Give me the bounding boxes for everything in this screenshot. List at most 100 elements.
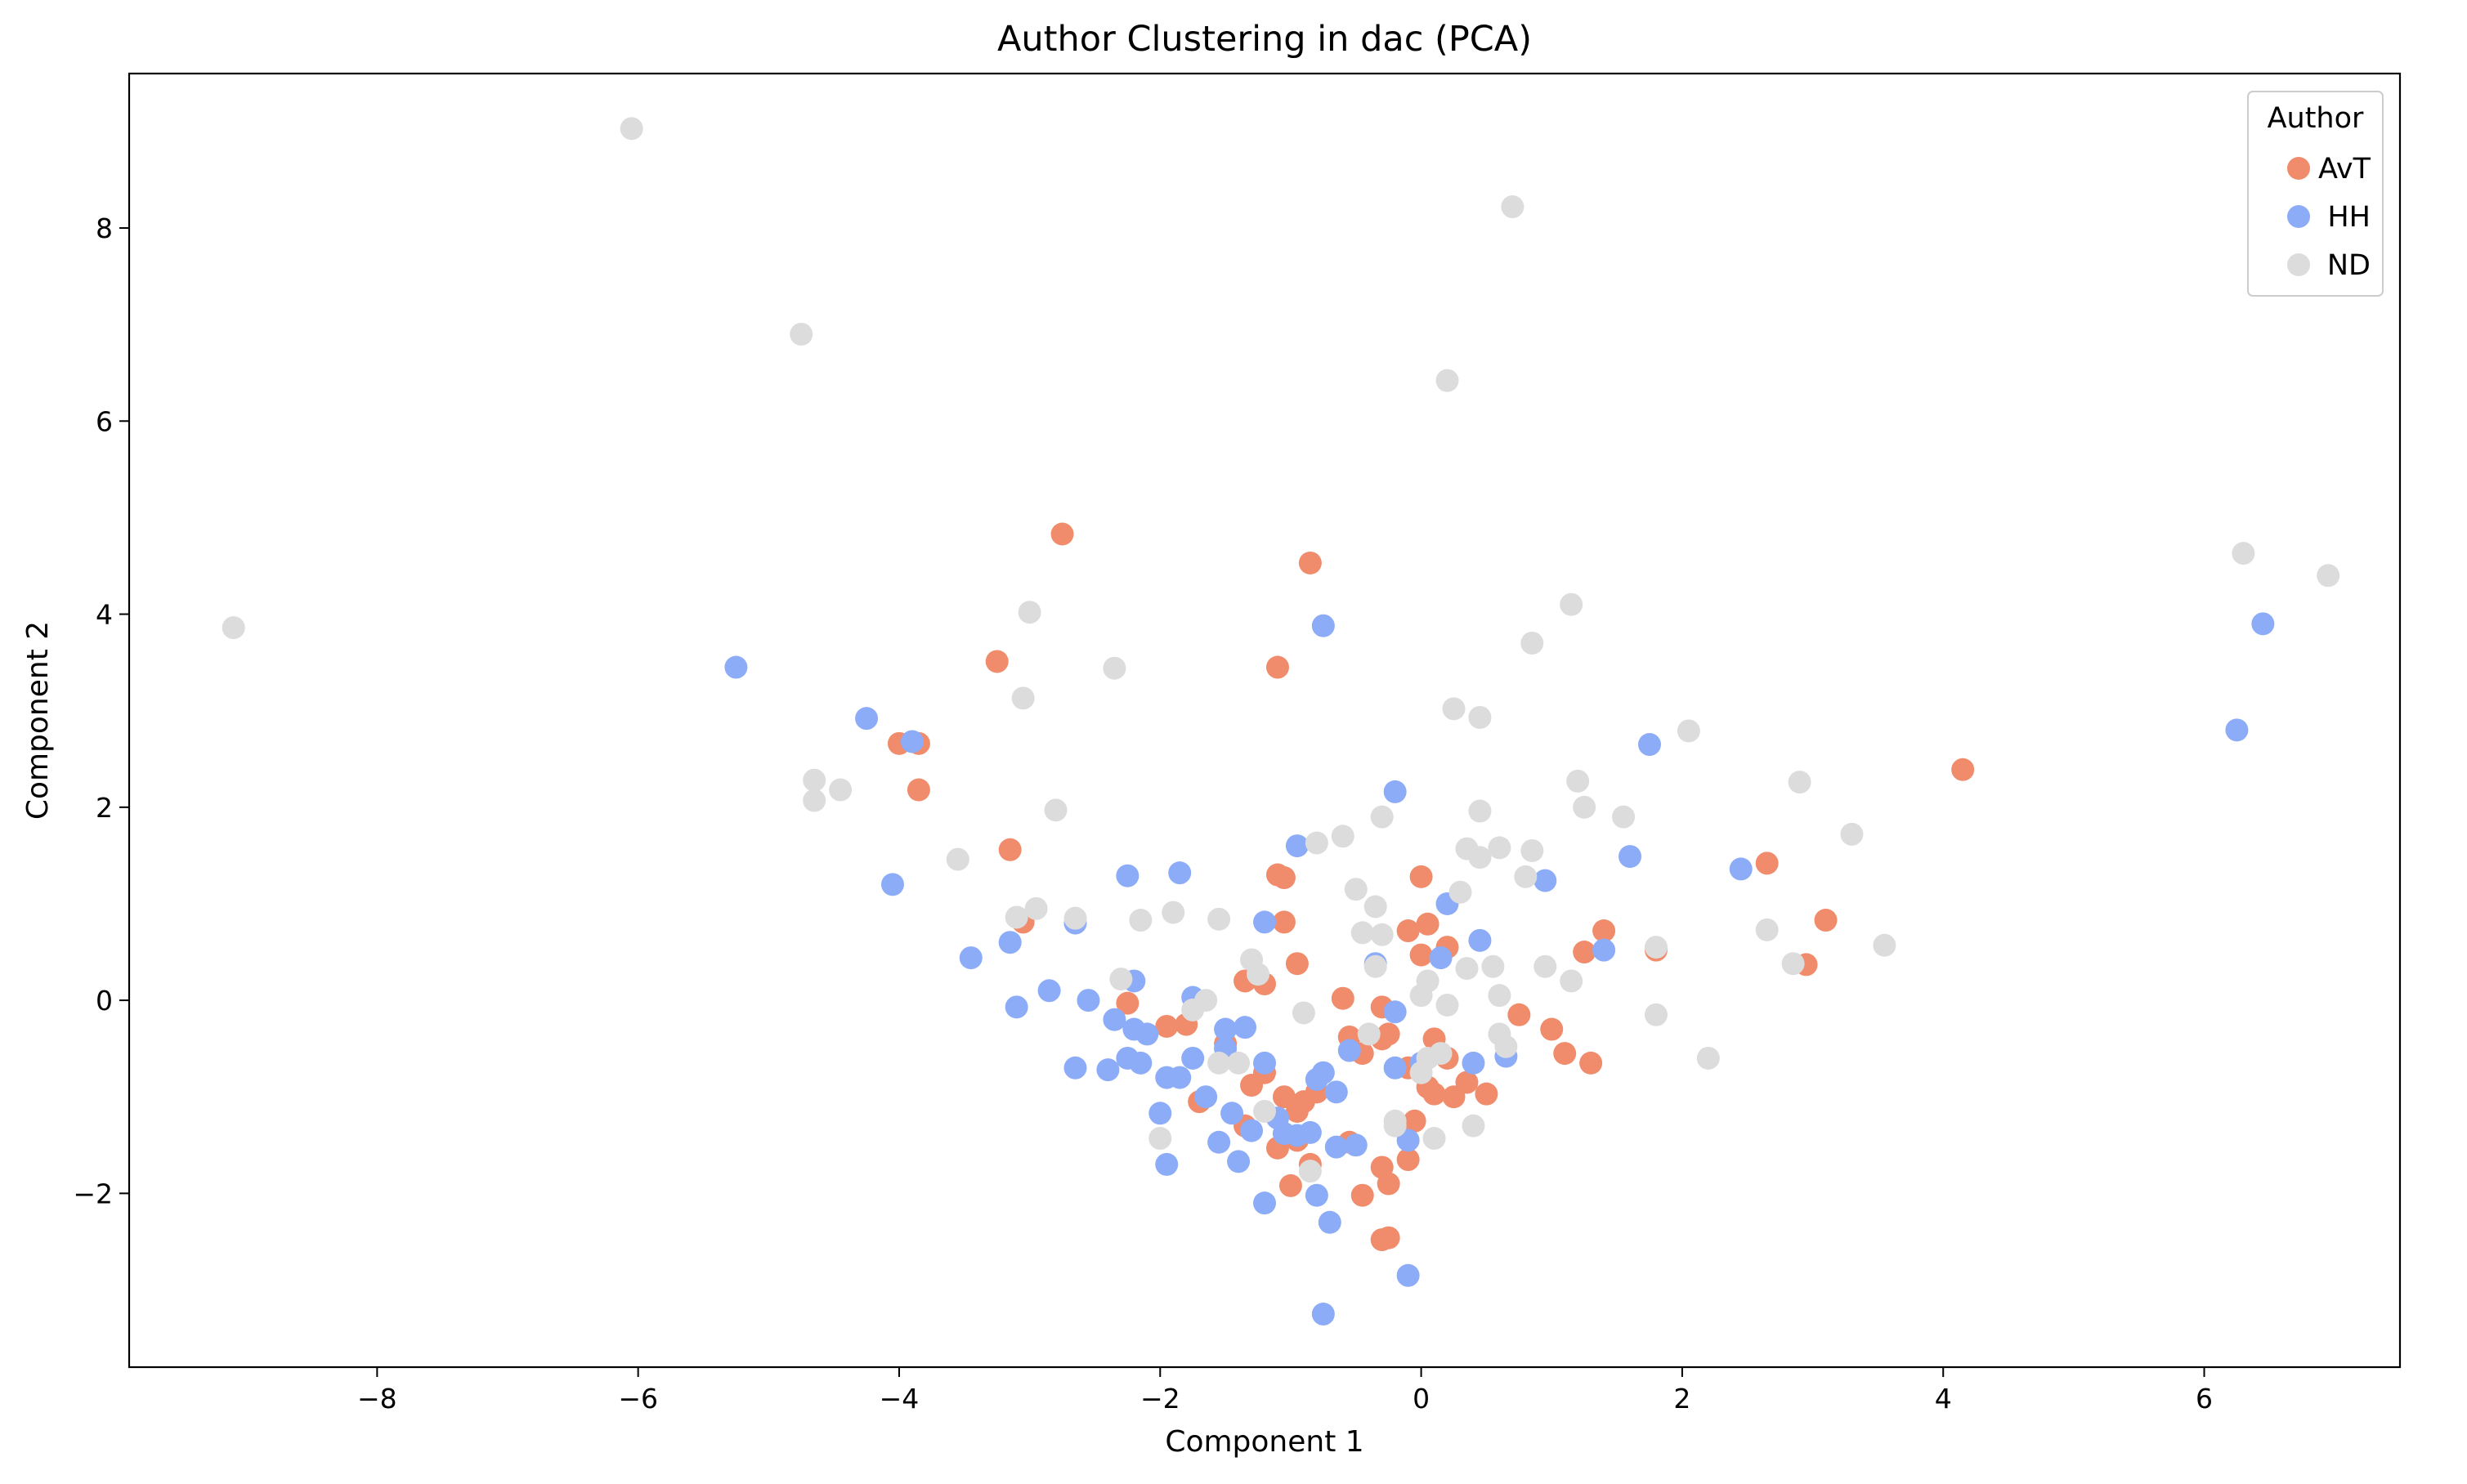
x-tick-label: 6 [2196, 1383, 2213, 1415]
y-tick-label: 2 [96, 792, 113, 824]
series-nd [222, 117, 2340, 1183]
legend-items: AvT HH ND [2287, 153, 2371, 282]
data-point [1383, 1000, 1407, 1024]
data-point [1520, 631, 1544, 655]
x-tick-label: −2 [1140, 1383, 1180, 1415]
legend-label-avt: AvT [2318, 153, 2371, 186]
data-point [1416, 912, 1439, 936]
data-point [1481, 954, 1505, 978]
data-point [1305, 1183, 1328, 1207]
data-point [1063, 906, 1087, 930]
data-point [1488, 836, 1511, 860]
data-point [1409, 984, 1433, 1008]
data-point [1396, 1148, 1420, 1172]
data-point [1318, 1210, 1341, 1234]
data-point [1285, 1124, 1309, 1147]
data-point [1468, 799, 1492, 823]
data-point [1729, 857, 1753, 881]
data-point [1448, 880, 1472, 904]
data-point [1370, 923, 1394, 946]
data-point [1227, 1150, 1251, 1173]
y-axis-label: Component 2 [21, 621, 55, 820]
data-point [1560, 969, 1583, 993]
data-point [1540, 1017, 1564, 1041]
data-point [1755, 918, 1779, 941]
legend-title: Author [2268, 102, 2364, 135]
data-point [1377, 1172, 1400, 1196]
data-point [1253, 1051, 1276, 1075]
data-point [1181, 998, 1205, 1021]
data-point [1579, 1051, 1603, 1075]
x-axis-label: Component 1 [1165, 1425, 1363, 1459]
data-point [1520, 838, 1544, 862]
data-point [1363, 954, 1387, 978]
plot-frame [128, 72, 2402, 1369]
data-point [1533, 869, 1557, 892]
data-point [2251, 612, 2275, 636]
data-point [1272, 866, 1296, 890]
data-point [1103, 1008, 1126, 1031]
data-point [1168, 861, 1192, 885]
x-tick-label: −4 [880, 1383, 920, 1415]
data-point [1240, 1074, 1264, 1097]
data-point [1344, 1133, 1368, 1157]
data-point [1285, 952, 1309, 976]
data-point [1475, 1082, 1498, 1106]
data-point [1533, 954, 1557, 978]
data-point [1129, 909, 1153, 932]
data-point [1873, 933, 1896, 957]
points-layer [222, 117, 2340, 1326]
data-point [1344, 878, 1368, 901]
data-point [946, 847, 969, 871]
data-point [2232, 542, 2255, 565]
data-point [1129, 1051, 1153, 1075]
data-point [1063, 1056, 1087, 1079]
data-point [1781, 952, 1805, 976]
data-point [1227, 1051, 1251, 1075]
data-point [1553, 1042, 1577, 1066]
data-point [1363, 895, 1387, 919]
data-point [1220, 1102, 1244, 1125]
data-point [1442, 1085, 1466, 1109]
data-point [1109, 968, 1133, 991]
data-point [1253, 910, 1276, 934]
legend-box [2247, 91, 2384, 297]
data-point [1272, 910, 1296, 934]
y-tick-label: 6 [96, 405, 113, 437]
data-point [1050, 522, 1074, 546]
data-point [1422, 1127, 1446, 1151]
data-point [855, 707, 879, 731]
data-point [1247, 963, 1270, 986]
data-point [1324, 1135, 1348, 1159]
data-point [1383, 1056, 1407, 1079]
data-point [1305, 1067, 1328, 1091]
data-point [1592, 919, 1616, 943]
data-point [222, 616, 245, 640]
data-point [1383, 780, 1407, 803]
y-tick-label: −2 [73, 1178, 113, 1209]
data-point [1234, 1016, 1257, 1039]
data-point [1696, 1046, 1720, 1070]
y-axis: −2 0 2 4 6 8 [73, 212, 129, 1209]
data-point [1566, 769, 1590, 793]
data-point [1005, 905, 1028, 929]
data-point [1240, 1119, 1264, 1142]
data-point [1462, 1114, 1485, 1138]
data-point [1677, 719, 1700, 743]
data-point [1116, 991, 1139, 1015]
data-point [724, 655, 748, 679]
data-point [1305, 831, 1328, 855]
data-point [1207, 1051, 1231, 1075]
legend-marker-avt [2287, 157, 2310, 180]
data-point [1207, 907, 1231, 931]
x-tick-label: −6 [618, 1383, 658, 1415]
data-point [1619, 845, 1642, 869]
data-point [1468, 928, 1492, 952]
data-point [1951, 758, 1975, 781]
data-point [900, 730, 924, 753]
data-point [1077, 989, 1100, 1012]
data-point [1409, 943, 1433, 967]
y-tick-label: 4 [96, 599, 113, 631]
data-point [1514, 865, 1538, 888]
data-point [1044, 798, 1068, 822]
